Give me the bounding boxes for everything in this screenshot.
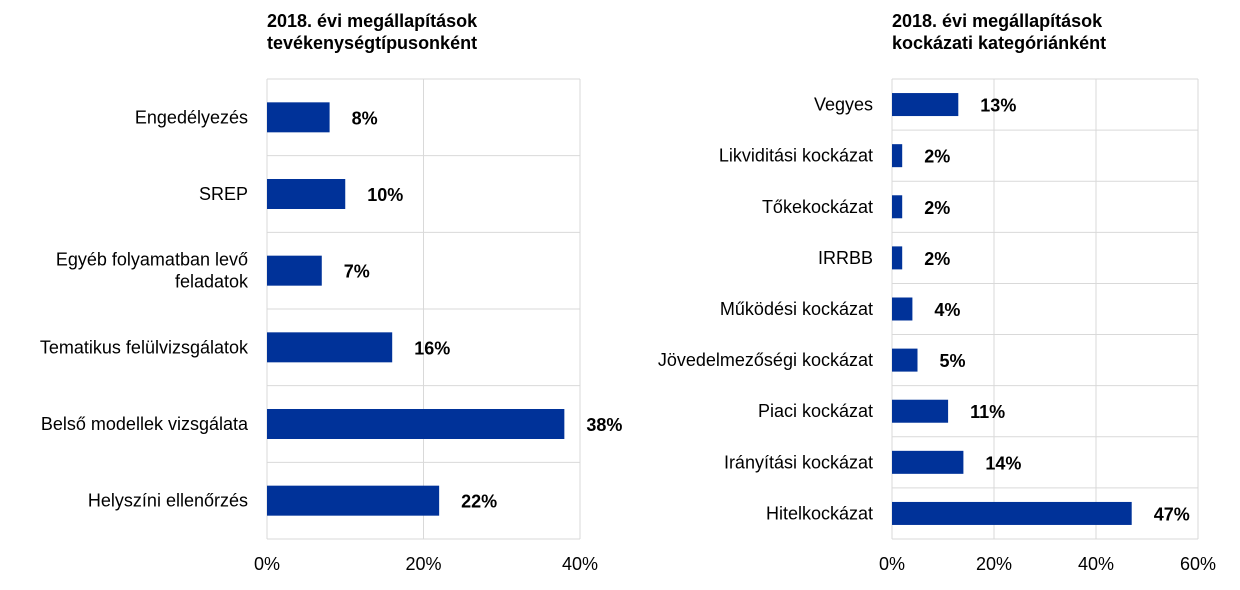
left-x-tick-label: 20% — [405, 554, 441, 574]
left-category-label-line: Egyéb folyamatban levő — [56, 250, 248, 270]
right-category-label-line: Irányítási kockázat — [724, 452, 873, 472]
left-bar — [267, 179, 346, 209]
right-value-label: 2% — [924, 147, 950, 167]
right-category-label-line: Hitelkockázat — [766, 503, 873, 523]
right-x-tick-label: 40% — [1078, 554, 1114, 574]
right-bar — [892, 399, 949, 423]
right-value-label: 13% — [980, 96, 1016, 116]
left-bar-chart: 0% 20% 40% 8% Engedélyezés 10% SREP 7% Egyéb fol… — [40, 78, 622, 574]
right-value-label: 5% — [940, 351, 966, 371]
left-chart-title-line-1: 2018. évi megállapítások — [267, 11, 478, 31]
left-category-label-line: Engedélyezés — [135, 107, 248, 127]
right-value-label: 14% — [985, 453, 1021, 473]
right-category-label: Piaci kockázat — [758, 401, 873, 421]
right-bar — [892, 348, 918, 372]
left-category-label-line: feladatok — [175, 272, 249, 292]
left-value-label: 22% — [461, 492, 497, 512]
right-bar — [892, 144, 903, 168]
left-category-label: Engedélyezés — [135, 107, 248, 127]
left-value-label: 7% — [344, 262, 370, 282]
right-category-label: Hitelkockázat — [766, 503, 873, 523]
left-value-label: 38% — [586, 415, 622, 435]
right-category-label-line: Működési kockázat — [720, 299, 873, 319]
right-bar — [892, 501, 1132, 525]
right-category-label: Likviditási kockázat — [719, 146, 873, 166]
right-category-label: Működési kockázat — [720, 299, 873, 319]
left-category-label: SREP — [199, 184, 248, 204]
right-category-label-line: Tőkekockázat — [762, 197, 873, 217]
right-category-label: Tőkekockázat — [762, 197, 873, 217]
right-chart-title-line-1: 2018. évi megállapítások — [892, 11, 1103, 31]
left-value-label: 10% — [367, 185, 403, 205]
left-bar — [267, 485, 440, 516]
right-value-label: 2% — [924, 249, 950, 269]
left-value-label: 8% — [352, 108, 378, 128]
right-category-label: Irányítási kockázat — [724, 452, 873, 472]
right-bar-chart: 0% 20% 40% 60% 13% Vegyes 2% Likviditási kockáz… — [658, 78, 1216, 574]
left-chart-title-line-2: tevékenységtípusonként — [267, 33, 478, 53]
left-bar — [267, 332, 393, 363]
right-bar — [892, 93, 959, 117]
left-category-label-line: Belső modellek vizsgálata — [41, 414, 249, 434]
right-bar — [892, 450, 964, 474]
left-category-label-line: SREP — [199, 184, 248, 204]
right-category-label: Jövedelmezőségi kockázat — [658, 350, 873, 370]
right-value-label: 47% — [1154, 504, 1190, 524]
right-category-label-line: Piaci kockázat — [758, 401, 873, 421]
right-bar — [892, 246, 903, 270]
right-category-label-line: IRRBB — [818, 248, 873, 268]
right-x-tick-label: 20% — [976, 554, 1012, 574]
right-value-label: 11% — [970, 402, 1005, 422]
left-x-tick-label: 0% — [254, 554, 280, 574]
left-category-label-line: Helyszíni ellenőrzés — [88, 491, 248, 511]
left-category-label: Egyéb folyamatban levő feladatok — [56, 250, 249, 292]
right-category-label-line: Jövedelmezőségi kockázat — [658, 350, 873, 370]
left-category-label-line: Tematikus felülvizsgálatok — [40, 337, 249, 357]
left-category-label: Helyszíni ellenőrzés — [88, 491, 248, 511]
left-bar — [267, 255, 322, 286]
right-bar — [892, 297, 913, 321]
left-x-tick-label: 40% — [562, 554, 598, 574]
left-category-label: Belső modellek vizsgálata — [41, 414, 249, 434]
left-value-label: 16% — [414, 338, 450, 358]
right-value-label: 2% — [924, 198, 950, 218]
right-category-label-line: Likviditási kockázat — [719, 146, 873, 166]
left-chart-title: 2018. évi megállapítások tevékenységtípu… — [267, 10, 477, 54]
right-x-tick-label: 60% — [1180, 554, 1216, 574]
right-chart-title-line-2: kockázati kategóriánként — [892, 33, 1107, 53]
right-category-label: IRRBB — [818, 248, 873, 268]
right-chart-title: 2018. évi megállapítások kockázati kateg… — [892, 10, 1106, 54]
right-bar — [892, 195, 903, 219]
right-category-label-line: Vegyes — [814, 95, 873, 115]
left-category-label: Tematikus felülvizsgálatok — [40, 337, 249, 357]
left-bar — [267, 409, 565, 439]
left-bar — [267, 102, 330, 133]
right-value-label: 4% — [934, 300, 960, 320]
right-category-label: Vegyes — [814, 95, 873, 115]
right-x-tick-label: 0% — [879, 554, 905, 574]
